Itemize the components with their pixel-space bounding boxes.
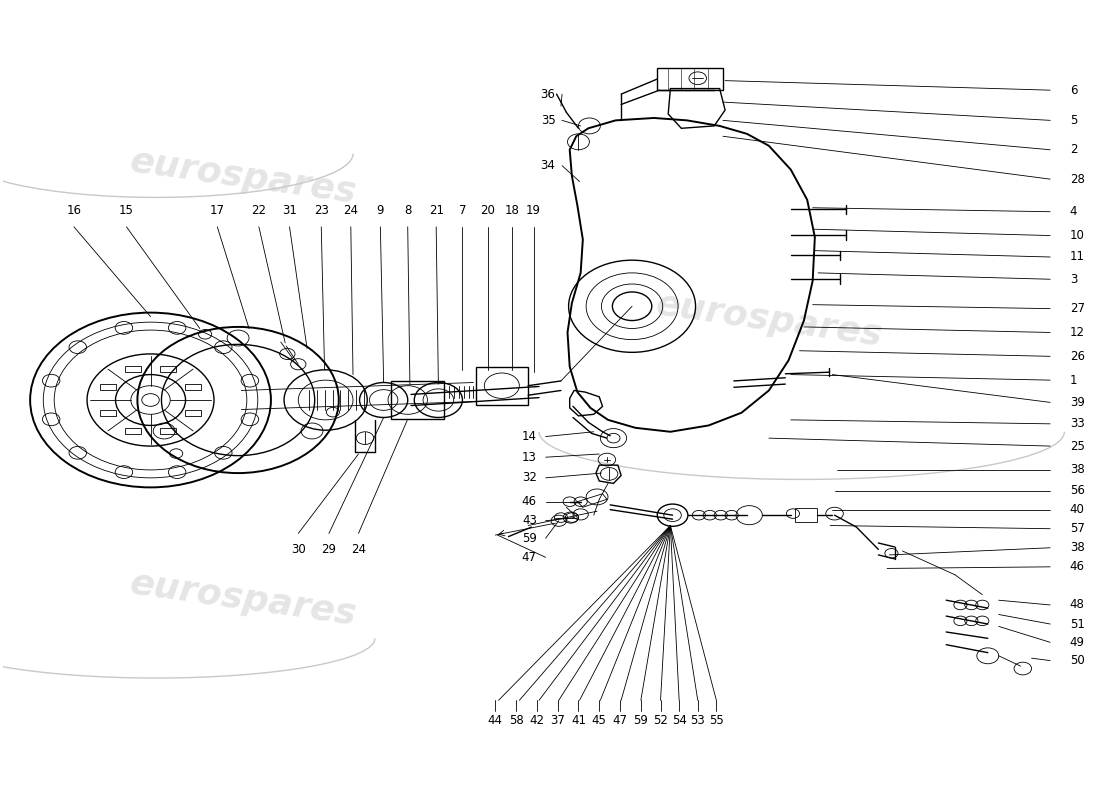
Text: 29: 29 <box>321 543 337 556</box>
Text: 59: 59 <box>522 532 537 545</box>
Bar <box>161 366 176 372</box>
Text: 51: 51 <box>1070 618 1085 630</box>
Text: 47: 47 <box>521 550 537 564</box>
Text: 37: 37 <box>550 714 565 727</box>
Text: 59: 59 <box>634 714 648 727</box>
Bar <box>185 384 200 390</box>
Text: 56: 56 <box>1070 484 1085 497</box>
Text: 49: 49 <box>1070 636 1085 649</box>
Bar <box>100 410 116 416</box>
Text: 14: 14 <box>521 430 537 443</box>
Text: 45: 45 <box>592 714 607 727</box>
Text: 50: 50 <box>1070 654 1085 667</box>
Bar <box>125 428 141 434</box>
Bar <box>185 410 200 416</box>
Text: 30: 30 <box>290 543 306 556</box>
Text: 24: 24 <box>343 204 359 218</box>
Text: 1: 1 <box>1070 374 1077 386</box>
Text: 26: 26 <box>1070 350 1085 363</box>
Text: 3: 3 <box>1070 273 1077 286</box>
Text: 54: 54 <box>672 714 686 727</box>
Text: 46: 46 <box>1070 560 1085 574</box>
Text: 32: 32 <box>522 471 537 484</box>
Bar <box>125 366 141 372</box>
Text: 13: 13 <box>522 450 537 464</box>
Text: 28: 28 <box>1070 173 1085 186</box>
Text: 12: 12 <box>1070 326 1085 339</box>
Text: 25: 25 <box>1070 439 1085 453</box>
Text: 33: 33 <box>1070 418 1085 430</box>
Text: 27: 27 <box>1070 302 1085 315</box>
Text: 21: 21 <box>429 204 443 218</box>
Text: 16: 16 <box>66 204 81 218</box>
Text: eurospares: eurospares <box>653 288 884 354</box>
Text: 5: 5 <box>1070 114 1077 127</box>
Text: eurospares: eurospares <box>128 145 359 210</box>
Text: 22: 22 <box>252 204 266 218</box>
Text: 57: 57 <box>1070 522 1085 535</box>
Text: eurospares: eurospares <box>128 566 359 631</box>
Text: 10: 10 <box>1070 229 1085 242</box>
Text: 38: 38 <box>1070 542 1085 554</box>
Text: 39: 39 <box>1070 396 1085 409</box>
Text: 47: 47 <box>613 714 627 727</box>
Bar <box>100 384 116 390</box>
Text: 17: 17 <box>210 204 224 218</box>
Text: 34: 34 <box>540 159 556 172</box>
Text: 40: 40 <box>1070 503 1085 516</box>
Text: 15: 15 <box>119 204 134 218</box>
Text: 4: 4 <box>1070 206 1077 218</box>
Text: 7: 7 <box>459 204 466 218</box>
Text: 31: 31 <box>282 204 297 218</box>
Text: 20: 20 <box>481 204 495 218</box>
Text: 18: 18 <box>504 204 519 218</box>
Bar <box>392 381 443 419</box>
Text: 55: 55 <box>710 714 724 727</box>
Bar <box>161 428 176 434</box>
Text: 35: 35 <box>541 114 556 127</box>
Text: 44: 44 <box>487 714 503 727</box>
Text: 53: 53 <box>691 714 705 727</box>
Text: 23: 23 <box>314 204 329 218</box>
Bar <box>475 366 528 405</box>
Text: 8: 8 <box>404 204 411 218</box>
Text: 41: 41 <box>571 714 586 727</box>
Text: 38: 38 <box>1070 463 1085 477</box>
Text: 36: 36 <box>540 88 556 101</box>
Text: 52: 52 <box>653 714 668 727</box>
Text: 19: 19 <box>526 204 541 218</box>
Text: 11: 11 <box>1070 250 1085 263</box>
Text: 24: 24 <box>351 543 366 556</box>
Text: 9: 9 <box>376 204 384 218</box>
Text: 48: 48 <box>1070 598 1085 611</box>
Text: 46: 46 <box>521 495 537 508</box>
Text: 42: 42 <box>529 714 544 727</box>
Bar <box>795 508 817 522</box>
Text: 2: 2 <box>1070 143 1077 156</box>
Text: 6: 6 <box>1070 84 1077 97</box>
Bar <box>658 68 723 90</box>
Text: 58: 58 <box>508 714 524 727</box>
Text: 43: 43 <box>522 514 537 527</box>
